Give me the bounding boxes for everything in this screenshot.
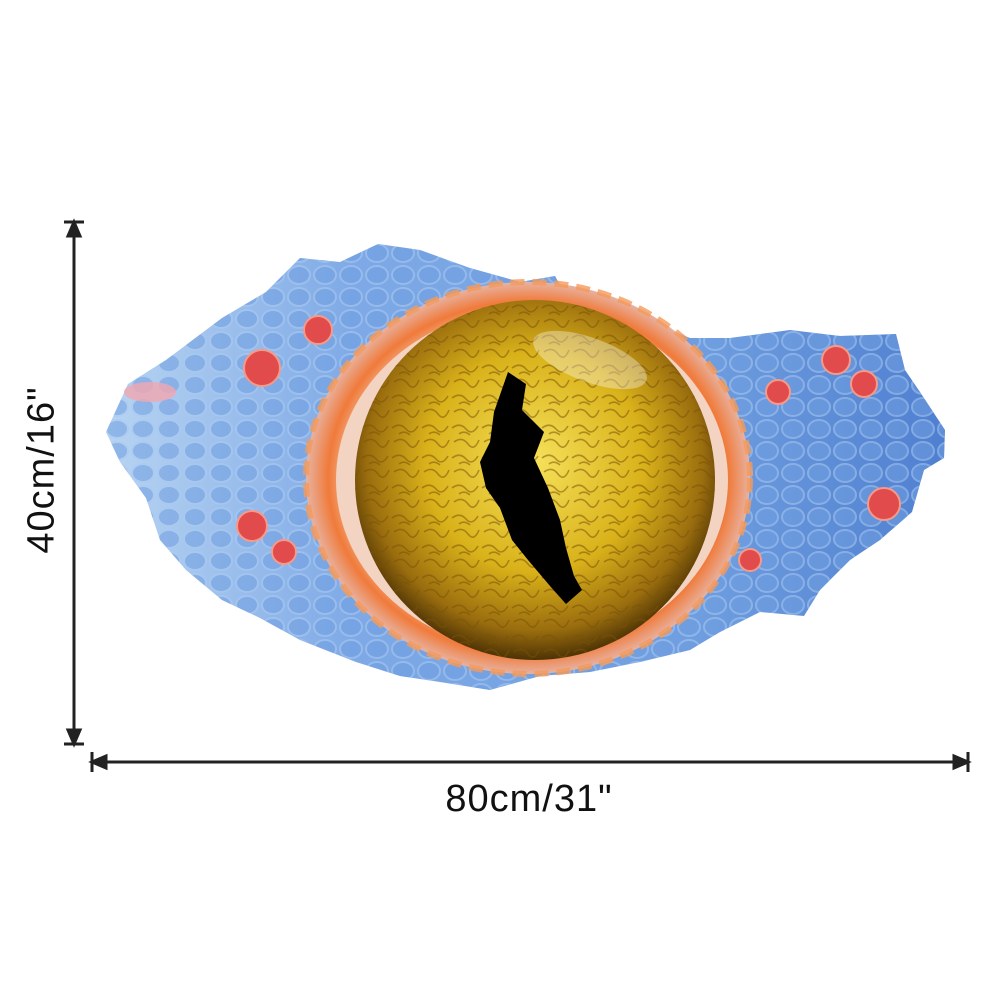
width-dimension-label: 80cm/31" [445, 778, 613, 820]
height-dimension-line [64, 218, 84, 748]
height-dimension-label: 40cm/16" [20, 386, 63, 554]
width-dimension-line [88, 752, 972, 772]
eye-pupil [480, 372, 582, 604]
red-scales [236, 315, 901, 572]
